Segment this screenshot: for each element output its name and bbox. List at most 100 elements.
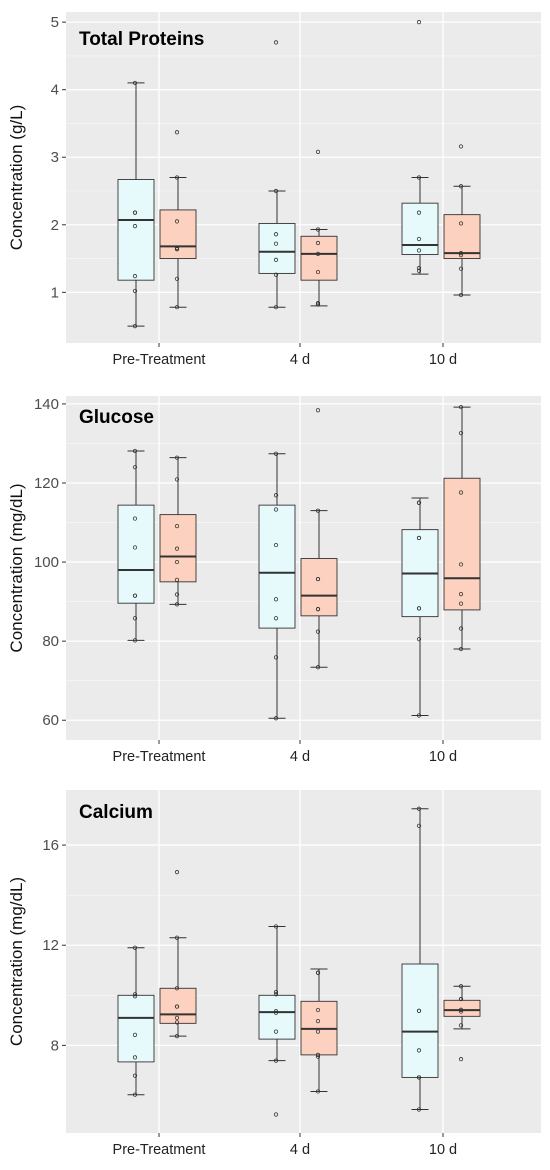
data-point	[174, 276, 180, 281]
y-tick-label: 16	[42, 837, 59, 854]
chart-panel-3: 8 12 16 Pre-Treatment 4 d 10 d Calcium Concentr…	[7, 790, 541, 1158]
x-tick-label: 10 d	[429, 352, 457, 368]
box-b-pre-treatment	[159, 130, 197, 310]
data-point	[416, 806, 422, 811]
data-point	[416, 500, 422, 505]
data-point	[315, 607, 321, 612]
data-point	[273, 992, 279, 997]
data-point	[174, 523, 180, 529]
box-b-10-d	[443, 144, 481, 298]
data-point	[174, 986, 180, 991]
data-point	[132, 992, 138, 997]
data-point	[132, 465, 138, 470]
data-point	[416, 1075, 422, 1080]
box-b-4-d	[300, 149, 338, 307]
y-axis-title: Concentration (g/L)	[7, 105, 26, 251]
data-point	[273, 272, 279, 277]
chart-panel-2: 60 80 100 120 140 Pre-Treatment 4 d 10 d Glucose…	[7, 396, 541, 765]
box-b-pre-treatment	[159, 455, 197, 607]
data-point	[458, 1007, 464, 1012]
data-point	[458, 221, 464, 226]
data-point	[132, 516, 138, 521]
data-point	[416, 1107, 422, 1112]
data-point	[174, 175, 180, 180]
data-point	[132, 945, 138, 950]
box-a-pre-treatment	[117, 945, 155, 1097]
box-b-10-d	[443, 984, 481, 1062]
x-tick-label: 10 d	[429, 749, 457, 765]
data-point	[273, 507, 279, 512]
data-point	[416, 210, 422, 215]
data-point	[315, 1089, 321, 1094]
x-tick-label: 4 d	[290, 749, 310, 765]
iqr-box	[258, 994, 296, 1040]
data-point	[315, 1054, 321, 1059]
data-point	[273, 40, 279, 45]
x-tick-label: 10 d	[429, 1142, 457, 1158]
data-point	[132, 1092, 138, 1097]
data-point	[315, 1018, 321, 1024]
iqr-box	[117, 994, 155, 1063]
data-point	[315, 240, 321, 246]
data-point	[132, 1055, 138, 1060]
box-a-10-d	[401, 806, 439, 1112]
iqr-box	[117, 504, 155, 604]
box-a-10-d	[401, 20, 439, 275]
data-point	[416, 175, 422, 180]
data-point	[174, 870, 180, 875]
data-point	[273, 597, 279, 602]
data-point	[315, 576, 321, 582]
data-point	[416, 823, 422, 828]
data-point	[174, 1020, 180, 1025]
data-point	[458, 266, 464, 271]
iqr-box	[401, 963, 439, 1078]
data-point	[174, 577, 180, 582]
box-a-4-d	[258, 40, 296, 310]
data-point	[174, 477, 180, 482]
data-point	[174, 455, 180, 460]
data-point	[416, 606, 422, 611]
data-point	[273, 716, 279, 721]
box-b-4-d	[300, 408, 338, 670]
data-point	[315, 1007, 321, 1013]
y-axis-title: Concentration (mg/dL)	[7, 483, 26, 652]
data-point	[273, 1029, 279, 1034]
data-point	[458, 996, 464, 1002]
data-point	[416, 236, 422, 242]
data-point	[132, 324, 138, 329]
y-tick-label: 4	[51, 82, 59, 99]
plot-background	[66, 790, 541, 1133]
data-point	[416, 535, 422, 541]
x-tick-label: Pre-Treatment	[113, 352, 206, 368]
data-point	[273, 257, 279, 263]
y-tick-label: 120	[34, 475, 59, 492]
data-point	[458, 562, 464, 567]
data-point	[315, 269, 321, 275]
data-point	[273, 1058, 279, 1063]
data-point	[458, 1009, 464, 1014]
x-tick-label: 4 d	[290, 1142, 310, 1158]
data-point	[132, 288, 138, 294]
data-point	[273, 924, 279, 929]
data-point	[315, 408, 321, 413]
data-point	[416, 713, 422, 718]
box-a-10-d	[401, 497, 439, 718]
data-point	[416, 20, 422, 25]
plot-background	[66, 12, 541, 343]
data-point	[174, 305, 180, 310]
y-tick-label: 140	[34, 396, 59, 413]
iqr-box	[159, 209, 197, 260]
data-point	[458, 184, 464, 189]
data-point	[416, 637, 422, 642]
data-point	[416, 265, 422, 271]
data-point	[132, 545, 138, 550]
box-a-pre-treatment	[117, 448, 155, 643]
data-point	[132, 274, 138, 279]
data-point	[458, 144, 464, 149]
data-point	[132, 224, 138, 229]
box-a-4-d	[258, 924, 296, 1117]
data-point	[315, 508, 321, 513]
data-point	[458, 431, 464, 436]
data-point	[132, 638, 138, 643]
